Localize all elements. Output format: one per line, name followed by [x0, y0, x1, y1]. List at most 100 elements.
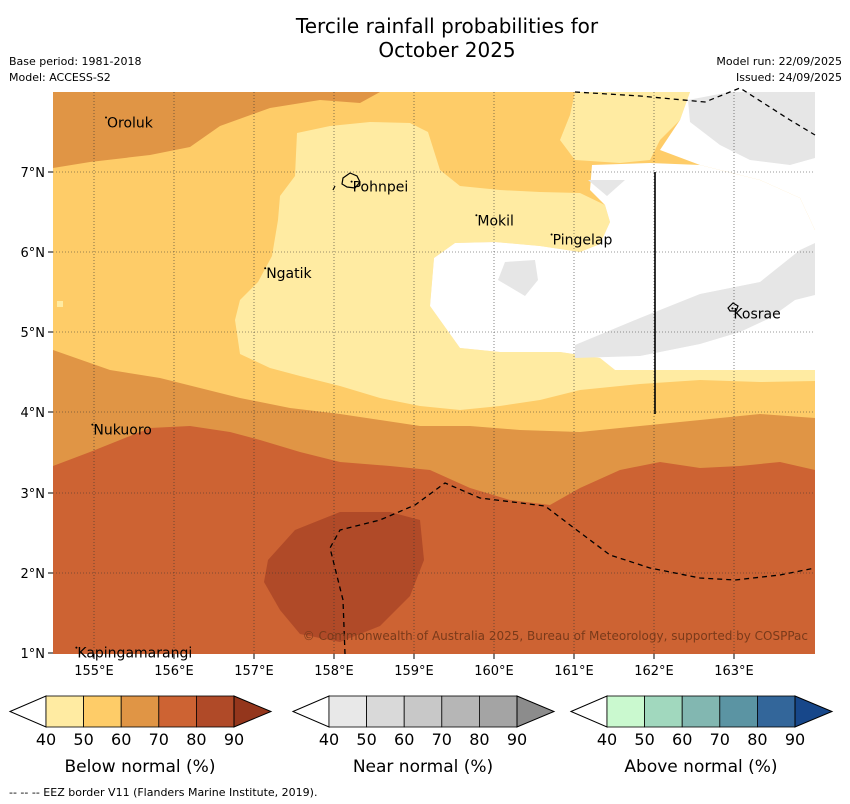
title-line-2: October 2025 — [378, 38, 516, 62]
lat-tick-5: 5°N — [21, 326, 46, 341]
colorbar-below-level-40: 40 — [36, 730, 56, 749]
colorbar-above-level-40: 40 — [597, 730, 617, 749]
atoll-mark-1 — [332, 185, 336, 191]
place-marker-mokil — [475, 214, 478, 217]
colorbar-above: 40 50 60 70 80 90 Above normal (%) — [569, 695, 834, 777]
colorbar-near-swatch-80 — [478, 695, 518, 728]
probability-fields — [53, 92, 815, 654]
base-period: Base period: 1981-2018 — [9, 55, 142, 68]
colorbar-below-swatch-80 — [195, 695, 235, 728]
colorbar-near-level-60: 60 — [394, 730, 414, 749]
colorbar-near-level-40: 40 — [319, 730, 339, 749]
lon-tick-157: 157°E — [234, 664, 274, 679]
place-marker-nukuoro — [91, 423, 94, 426]
field-near-40-small — [498, 260, 538, 296]
place-labels: Oroluk Pohnpei Mokil Pingelap Ngatik Kosrae Nu… — [75, 115, 781, 662]
colorbar-above-swatch-60 — [681, 695, 721, 728]
colorbars: 40 50 60 70 80 90 Below normal (%) 40 50 60 70 80 90… — [8, 695, 834, 777]
lat-tick-7: 7°N — [21, 166, 46, 181]
graticule — [53, 92, 815, 654]
colorbar-near-max-arrow — [516, 695, 556, 728]
field-below-40 — [235, 122, 815, 410]
colorbar-above-level-50: 50 — [634, 730, 654, 749]
colorbar-above-swatch-50 — [644, 695, 683, 728]
place-label-mokil: Mokil — [477, 213, 514, 229]
kosrae-island — [727, 302, 739, 312]
lon-tick-159: 159°E — [394, 664, 434, 679]
colorbar-near-swatch-70 — [441, 695, 480, 728]
colorbar-below-title: Below normal (%) — [65, 757, 216, 777]
lon-tick-155: 155°E — [74, 664, 114, 679]
place-label-pingelap: Pingelap — [553, 233, 613, 249]
x-axis: 155°E 156°E 157°E 158°E 159°E 160°E 161°… — [74, 654, 754, 679]
colorbar-below-swatch-50 — [83, 695, 122, 728]
colorbar-below-level-60: 60 — [111, 730, 131, 749]
place-marker-kosrae — [731, 307, 734, 310]
field-below-40-ne — [560, 92, 690, 163]
place-marker-kapingamarangi — [75, 646, 78, 649]
colorbar-above-min-arrow — [569, 695, 608, 728]
colorbar-above-level-60: 60 — [672, 730, 692, 749]
colorbar-below-swatch-40 — [45, 695, 84, 728]
colorbar-below-level-50: 50 — [73, 730, 93, 749]
colorbar-near-swatch-60 — [403, 695, 443, 728]
colorbar-above-swatch-40 — [606, 695, 645, 728]
field-below-80 — [264, 512, 424, 642]
colorbar-above-level-70: 70 — [710, 730, 730, 749]
colorbar-below-swatch-60 — [120, 695, 160, 728]
field-near-40-ne — [688, 92, 815, 165]
meta-left: Base period: 1981-2018 Model: ACCESS-S2 — [9, 54, 141, 86]
field-near-40-kosrae — [575, 243, 815, 358]
colorbar-below-level-70: 70 — [149, 730, 169, 749]
place-label-oroluk: Oroluk — [107, 115, 154, 131]
colorbar-above-title: Above normal (%) — [624, 757, 777, 777]
colorbar-near-level-90: 90 — [507, 730, 527, 749]
colorbar-above-level-90: 90 — [785, 730, 805, 749]
colorbar-near-level-80: 80 — [469, 730, 489, 749]
colorbar-below-min-arrow — [8, 695, 47, 728]
colorbar-near-swatch-50 — [366, 695, 405, 728]
colorbar-near-title: Near normal (%) — [353, 757, 493, 777]
field-below-40-speck — [57, 301, 63, 307]
colorbar-near-level-50: 50 — [356, 730, 376, 749]
model-run: Model run: 22/09/2025 — [716, 55, 842, 68]
lon-tick-162: 162°E — [634, 664, 674, 679]
colorbar-near: 40 50 60 70 80 90 Near normal (%) — [291, 695, 556, 777]
place-label-ngatik: Ngatik — [266, 266, 312, 282]
place-label-pohnpei: Pohnpei — [353, 180, 409, 196]
lat-tick-2: 2°N — [21, 567, 46, 582]
lat-tick-3: 3°N — [21, 487, 46, 502]
y-axis: 7°N 6°N 5°N 4°N 3°N 2°N 1°N — [21, 166, 53, 662]
lon-tick-160: 160°E — [474, 664, 514, 679]
lon-tick-161: 161°E — [554, 664, 594, 679]
colorbar-near-swatch-40 — [328, 695, 367, 728]
colorbar-above-max-arrow — [794, 695, 834, 728]
eez-border — [329, 87, 816, 655]
place-marker-pingelap — [550, 233, 553, 236]
lat-tick-4: 4°N — [21, 406, 46, 421]
colorbar-above-swatch-80 — [757, 695, 796, 728]
islands — [332, 172, 739, 312]
place-marker-pohnpei — [350, 180, 353, 183]
lon-tick-163: 163°E — [714, 664, 754, 679]
colorbar-below: 40 50 60 70 80 90 Below normal (%) — [8, 695, 273, 777]
colorbar-above-level-80: 80 — [747, 730, 767, 749]
lat-tick-1: 1°N — [21, 647, 46, 662]
footer-note: -- -- -- EEZ border V11 (Flanders Marine… — [9, 786, 318, 799]
colorbar-near-min-arrow — [291, 695, 330, 728]
place-marker-oroluk — [105, 116, 107, 119]
colorbar-near-level-70: 70 — [432, 730, 452, 749]
field-near-40-tri — [588, 180, 625, 196]
pohnpei-island — [341, 172, 361, 189]
lon-tick-156: 156°E — [154, 664, 194, 679]
title-line-1: Tercile rainfall probabilities for — [295, 14, 599, 38]
copyright-notice: © Commonwealth of Australia 2025, Bureau… — [303, 629, 808, 643]
colorbar-below-level-90: 90 — [224, 730, 244, 749]
chart-title: Tercile rainfall probabilities for Octob… — [0, 14, 850, 62]
place-label-kapingamarangi: Kapingamarangi — [77, 646, 192, 662]
model-name: Model: ACCESS-S2 — [9, 71, 111, 84]
colorbar-below-max-arrow — [233, 695, 273, 728]
lon-tick-158: 158°E — [314, 664, 354, 679]
meta-right: Model run: 22/09/2025 Issued: 24/09/2025 — [716, 54, 842, 86]
